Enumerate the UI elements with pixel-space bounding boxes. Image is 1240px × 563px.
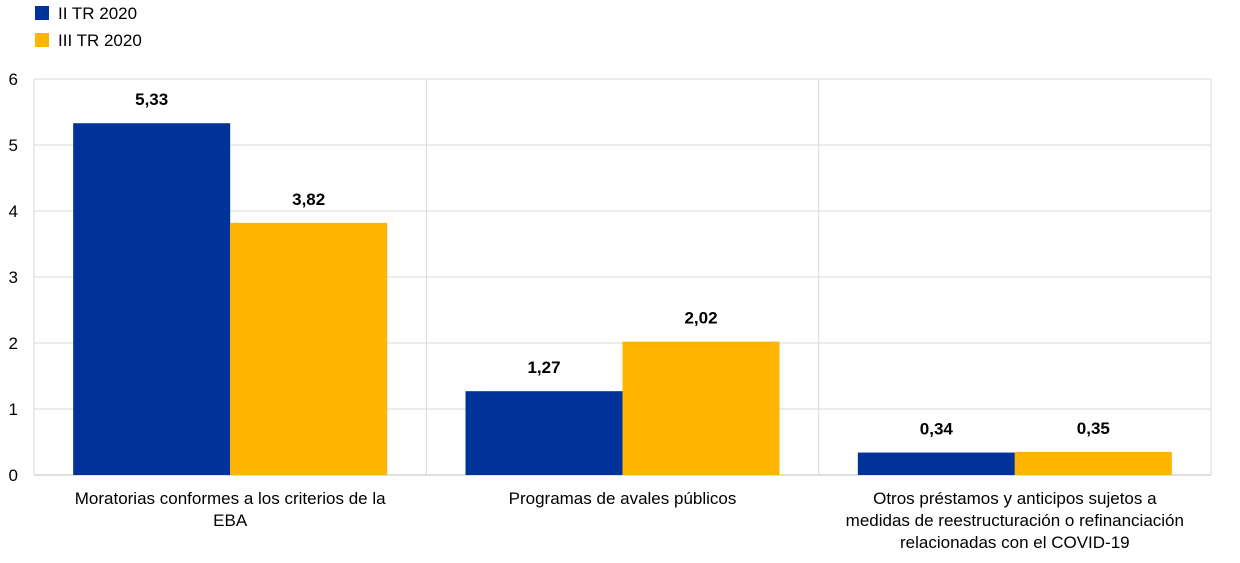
bar-iii-tr-2020-cat-3 [1014, 451, 1172, 475]
bar-ii-tr-2020-cat-1 [73, 123, 231, 475]
data-label: 1,27 [527, 358, 560, 377]
legend-label-ii-tr-2020: II TR 2020 [58, 4, 137, 23]
x-axis: Moratorias conformes a los criterios de … [75, 489, 1184, 552]
x-tick-label: EBA [213, 511, 248, 530]
y-tick-label: 4 [9, 202, 18, 221]
bar-ii-tr-2020-cat-2 [465, 391, 623, 475]
x-tick-label: Programas de avales públicos [509, 489, 737, 508]
bar-iii-tr-2020-cat-2 [622, 341, 780, 475]
y-tick-label: 1 [9, 400, 18, 419]
data-label: 0,35 [1077, 419, 1110, 438]
bars [73, 123, 1172, 475]
legend-swatch-ii-tr-2020 [35, 6, 49, 20]
data-label: 0,34 [920, 420, 954, 439]
data-label: 2,02 [684, 309, 717, 328]
x-tick-label: Otros préstamos y anticipos sujetos a [873, 489, 1157, 508]
y-tick-label: 5 [9, 136, 18, 155]
y-axis: 0 1 2 3 4 5 6 [9, 70, 18, 485]
y-tick-label: 6 [9, 70, 18, 89]
legend-label-iii-tr-2020: III TR 2020 [58, 31, 142, 50]
y-tick-label: 2 [9, 334, 18, 353]
data-label: 3,82 [292, 190, 325, 209]
x-tick-label: Moratorias conformes a los criterios de … [75, 489, 386, 508]
data-label: 5,33 [135, 90, 168, 109]
bar-ii-tr-2020-cat-3 [857, 452, 1015, 475]
y-tick-label: 0 [9, 466, 18, 485]
x-tick-label: relacionadas con el COVID-19 [900, 533, 1130, 552]
y-tick-label: 3 [9, 268, 18, 287]
bar-iii-tr-2020-cat-1 [230, 222, 388, 475]
legend-swatch-iii-tr-2020 [35, 33, 49, 47]
x-tick-label: medidas de reestructuración o refinancia… [846, 511, 1184, 530]
legend: II TR 2020 III TR 2020 [35, 4, 142, 50]
value-labels: 5,33 3,82 1,27 2,02 0,34 0,35 [135, 90, 1110, 438]
